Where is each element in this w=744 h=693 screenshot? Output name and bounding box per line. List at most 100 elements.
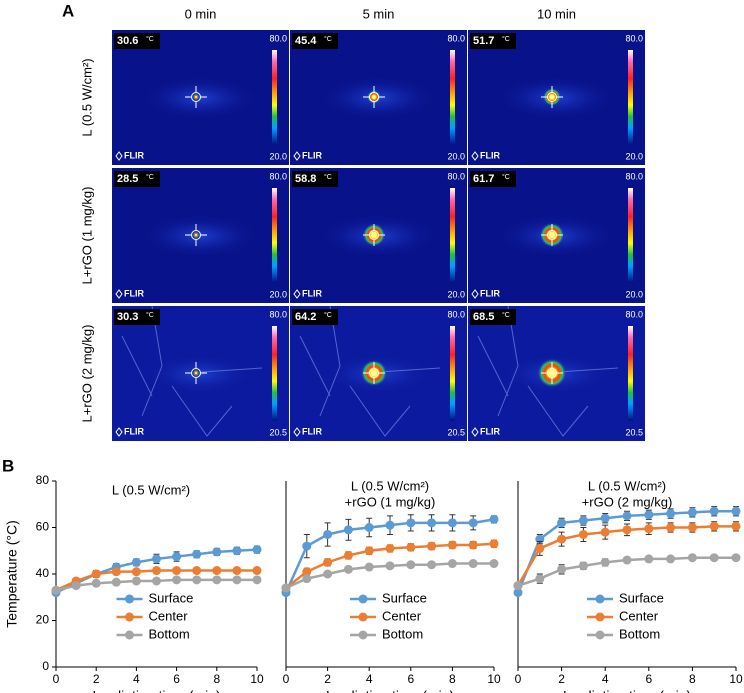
crosshair-ring — [547, 368, 557, 378]
data-point — [406, 542, 416, 552]
data-point — [731, 553, 741, 563]
data-point — [343, 550, 353, 560]
scale-min: 20.5 — [269, 427, 287, 437]
data-point — [447, 540, 457, 550]
temp-unit: °C — [146, 35, 154, 43]
scale-min: 20.0 — [269, 289, 287, 299]
data-point — [406, 560, 416, 570]
color-scale — [272, 50, 277, 145]
y-tick-label: 0 — [42, 659, 49, 673]
series-line — [516, 509, 736, 594]
data-point — [385, 543, 395, 553]
temp-box — [114, 171, 160, 187]
scale-max: 80.0 — [447, 309, 465, 319]
scale-min: 20.0 — [625, 289, 643, 299]
data-point — [535, 574, 545, 584]
data-point — [578, 561, 588, 571]
hotspot — [193, 232, 199, 238]
thermal-image: 30.6 °C 80.0 20.0 FLIR — [112, 30, 289, 165]
data-point — [323, 557, 333, 567]
scale-min: 20.0 — [269, 151, 287, 161]
temp-reading: 64.2 — [295, 311, 316, 323]
crosshair — [363, 224, 385, 246]
y-tick-label: 40 — [36, 566, 50, 580]
flir-logo: FLIR — [302, 150, 322, 160]
flir-icon — [471, 427, 479, 437]
scale-min: 20.5 — [447, 427, 465, 437]
data-point — [557, 534, 567, 544]
data-point — [152, 576, 161, 586]
thermal-image: 64.2 °C 80.0 20.5 FLIR — [290, 305, 467, 441]
temp-unit: °C — [146, 311, 154, 319]
data-point — [131, 576, 141, 586]
data-point — [687, 507, 697, 517]
flir-logo: FLIR — [480, 426, 500, 436]
temp-reading: 45.4 — [295, 35, 317, 47]
data-point — [111, 577, 121, 587]
scene-outline — [477, 305, 619, 437]
color-scale — [628, 188, 633, 283]
temp-box — [114, 33, 160, 49]
thermal-image: 51.7 °C 80.0 20.0 FLIR — [468, 30, 645, 165]
data-point — [644, 554, 654, 564]
temp-unit: °C — [502, 35, 510, 43]
x-tick-label: 0 — [53, 672, 60, 686]
legend-label: Surface — [382, 590, 427, 605]
chart-title: L (0.5 W/cm²) — [351, 478, 429, 493]
legend-marker — [595, 594, 605, 604]
crosshair-ring — [369, 230, 379, 240]
data-point — [364, 562, 374, 572]
crosshair-ring — [547, 230, 557, 240]
scale-max: 80.0 — [447, 33, 465, 43]
data-point — [447, 559, 457, 569]
x-axis-label: Irradiation time (min) — [326, 688, 454, 693]
chart-subtitle: +rGO (2 mg/kg) — [582, 494, 673, 509]
data-point — [644, 524, 654, 534]
data-point — [578, 516, 588, 526]
temp-reading: 28.5 — [117, 173, 138, 185]
flir-logo: FLIR — [480, 288, 500, 298]
data-point — [535, 543, 545, 553]
temp-box — [292, 171, 338, 187]
data-point — [252, 575, 262, 585]
x-tick-label: 10 — [487, 672, 501, 686]
color-scale — [628, 50, 633, 145]
legend-label: Bottom — [149, 626, 190, 641]
data-point — [323, 569, 333, 579]
x-tick-label: 2 — [324, 672, 331, 686]
thermal-image: 58.8 °C 80.0 20.0 FLIR — [290, 168, 467, 303]
temp-reading: 51.7 — [473, 35, 494, 47]
color-scale — [450, 188, 455, 283]
y-tick-label: 20 — [36, 613, 50, 627]
hotspot — [543, 88, 561, 106]
legend-label: Center — [382, 608, 422, 623]
temp-reading: 30.3 — [117, 311, 138, 323]
data-point — [302, 574, 312, 584]
scale-max: 80.0 — [269, 309, 287, 319]
data-point — [468, 559, 478, 569]
x-tick-label: 8 — [213, 672, 220, 686]
data-point — [152, 554, 161, 564]
data-point — [489, 559, 499, 569]
scene-outline — [299, 305, 441, 437]
data-point — [709, 521, 719, 531]
legend-label: Surface — [619, 590, 664, 605]
flir-icon — [115, 151, 123, 161]
temp-unit: °C — [324, 173, 332, 181]
crosshair — [363, 362, 385, 384]
x-tick-label: 4 — [366, 672, 373, 686]
flir-logo: FLIR — [124, 426, 144, 436]
data-point — [427, 541, 437, 551]
data-point — [131, 557, 141, 567]
temp-box — [292, 309, 338, 325]
crosshair-ring — [369, 368, 379, 378]
temp-unit: °C — [324, 35, 332, 43]
data-point — [192, 575, 202, 585]
flir-logo: FLIR — [302, 426, 322, 436]
data-point — [302, 567, 312, 577]
data-point — [666, 554, 676, 564]
data-point — [71, 581, 81, 591]
data-point — [172, 575, 182, 585]
flir-logo: FLIR — [124, 288, 144, 298]
